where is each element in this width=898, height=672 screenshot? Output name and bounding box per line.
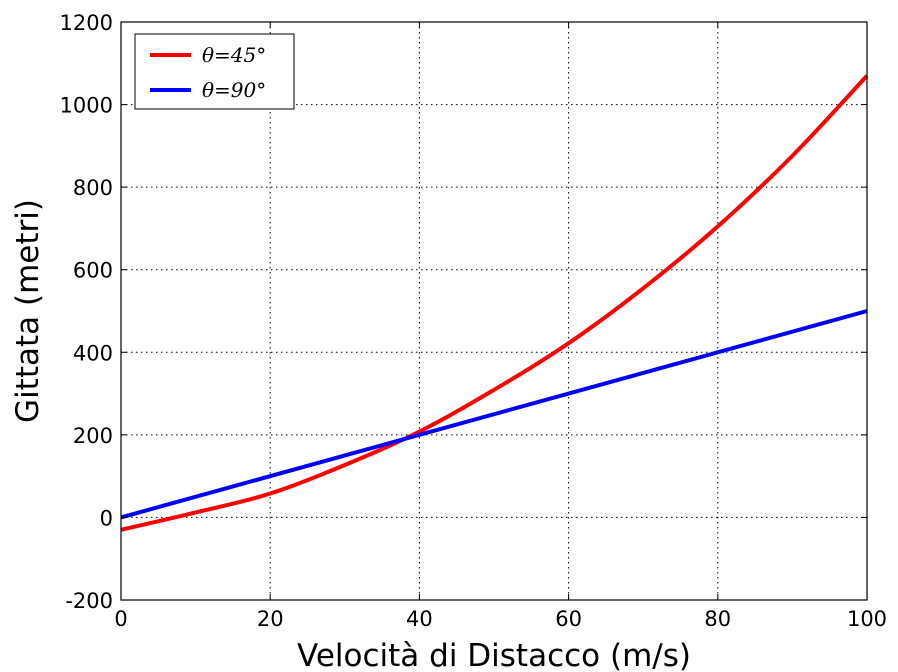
x-tick-label: 80 (704, 607, 731, 631)
y-axis-title: Gittata (metri) (10, 199, 46, 423)
axis-ticks (120, 21, 868, 601)
plot-frame (120, 21, 868, 601)
y-tick-label: 1000 (60, 94, 113, 118)
y-tick-label: 1200 (60, 11, 113, 35)
x-tick-label: 60 (555, 607, 582, 631)
grid (121, 22, 867, 600)
y-tick-label: 0 (100, 506, 113, 530)
plot-background (121, 22, 867, 600)
y-tick-label: 800 (73, 176, 113, 200)
y-tick-label: 400 (73, 341, 113, 365)
legend-label-90: θ=90° (202, 78, 266, 102)
y-tick-label: 200 (73, 424, 113, 448)
series-line-theta-45 (120, 74, 869, 532)
y-tick-label: -200 (65, 589, 113, 613)
series-lines (120, 74, 869, 532)
x-tick-label: 20 (257, 607, 284, 631)
x-tick-label: 100 (847, 607, 887, 631)
x-tick-labels: 0 20 40 60 80 100 (114, 607, 887, 631)
y-tick-labels: -200 0 200 400 600 800 1000 1200 (60, 11, 113, 613)
legend-label-45: θ=45° (202, 43, 266, 67)
x-tick-label: 40 (406, 607, 433, 631)
legend-box (134, 33, 295, 110)
x-axis-title: Velocità di Distacco (m/s) (297, 638, 691, 672)
x-tick-label: 0 (114, 607, 127, 631)
series-line-theta-90 (120, 309, 868, 520)
legend: θ=45° θ=90° (134, 33, 295, 110)
y-tick-label: 600 (73, 259, 113, 283)
